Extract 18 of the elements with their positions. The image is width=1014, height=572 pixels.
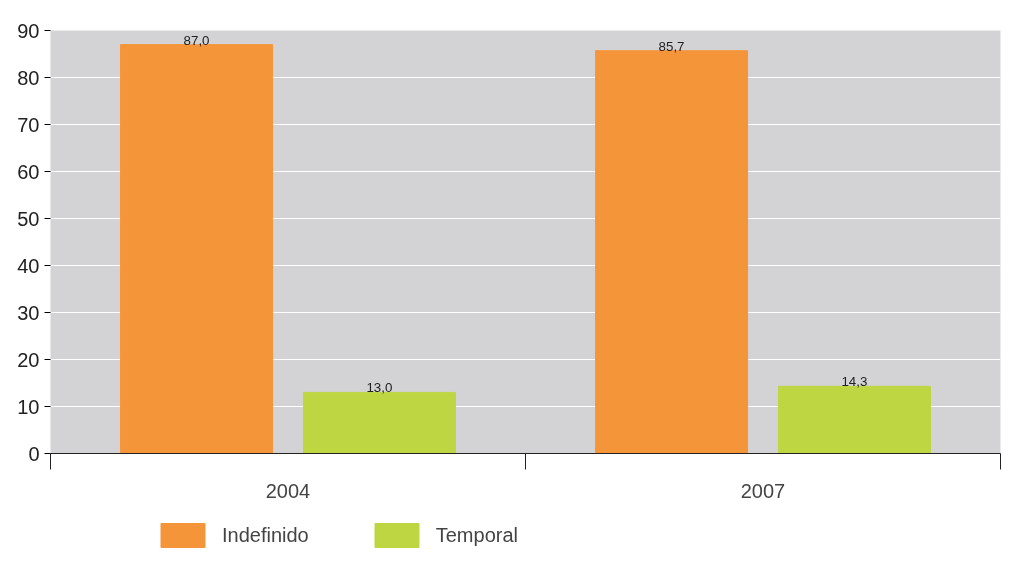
- y-tick-label: 30: [17, 301, 40, 324]
- y-tick-label: 70: [17, 113, 40, 136]
- y-tick-label: 80: [17, 66, 40, 89]
- y-tick-label: 0: [28, 442, 40, 465]
- data-label: 87,0: [183, 32, 210, 48]
- y-tick-label: 50: [17, 207, 40, 230]
- data-label: 14,3: [841, 374, 868, 390]
- y-tick-label: 90: [17, 19, 40, 42]
- y-tick-label: 10: [17, 395, 40, 418]
- x-tick-label: 2007: [740, 479, 786, 502]
- data-label: 13,0: [366, 380, 393, 396]
- legend-label: Indefinido: [222, 523, 309, 547]
- x-tick-label: 2004: [265, 479, 311, 502]
- legend-label: Temporal: [435, 523, 519, 547]
- y-tick-label: 40: [17, 254, 40, 277]
- data-label: 85,7: [658, 38, 685, 54]
- y-tick-label: 60: [17, 160, 40, 183]
- y-tick-label: 20: [17, 348, 40, 371]
